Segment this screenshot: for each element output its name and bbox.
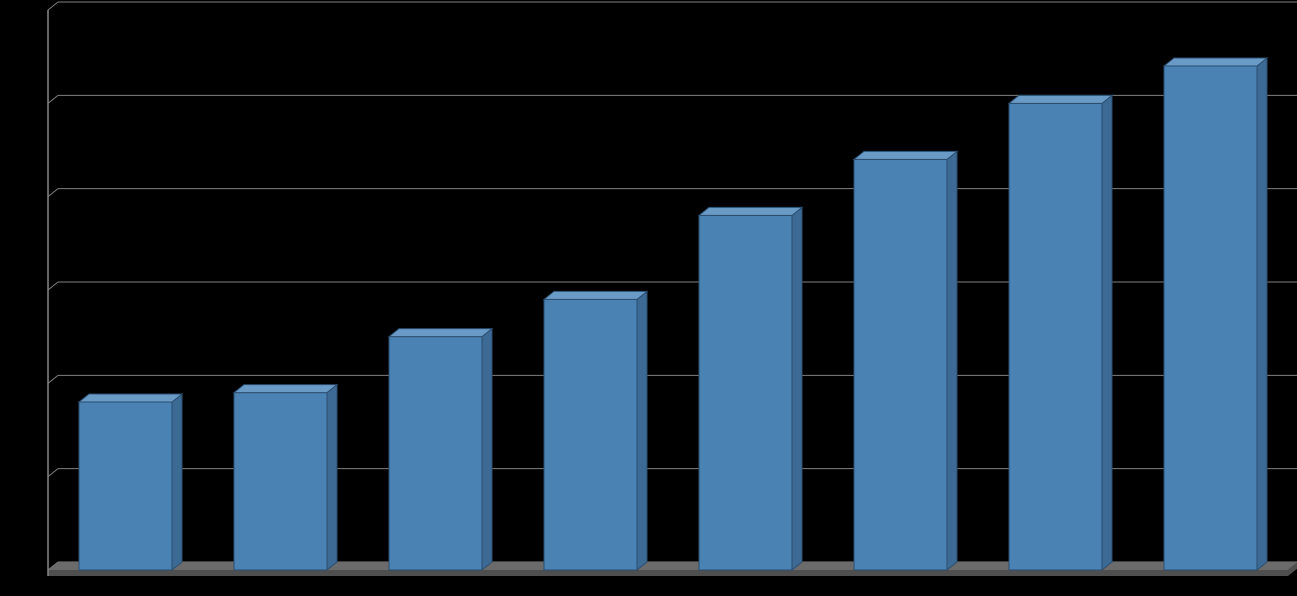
bar xyxy=(234,385,337,570)
bar-side xyxy=(792,207,802,570)
bar-front xyxy=(389,337,482,570)
bar-front xyxy=(79,402,172,570)
bar xyxy=(544,291,647,570)
bar-top xyxy=(699,207,802,215)
bar-top xyxy=(234,385,337,393)
bar-top xyxy=(544,291,647,299)
bar-top xyxy=(1164,58,1267,66)
bar-top xyxy=(389,329,492,337)
bar-front xyxy=(854,159,947,570)
bar-front xyxy=(1164,66,1257,570)
bar-front xyxy=(234,393,327,570)
bar-side xyxy=(637,291,647,570)
bar xyxy=(1009,95,1112,570)
bar-side xyxy=(1102,95,1112,570)
bar xyxy=(389,329,492,570)
bar-side xyxy=(327,385,337,570)
bar-side xyxy=(482,329,492,570)
bar xyxy=(79,394,182,570)
bar-front xyxy=(1009,103,1102,570)
bar-front xyxy=(544,299,637,570)
bar-top xyxy=(79,394,182,402)
bar-side xyxy=(172,394,182,570)
bar xyxy=(699,207,802,570)
bar-front xyxy=(699,215,792,570)
bar-side xyxy=(1257,58,1267,570)
bar-top xyxy=(1009,95,1112,103)
bar-chart-3d xyxy=(0,0,1297,596)
bar-top xyxy=(854,151,957,159)
floor-front xyxy=(48,570,1288,576)
bar-side xyxy=(947,151,957,570)
bar xyxy=(854,151,957,570)
bar xyxy=(1164,58,1267,570)
